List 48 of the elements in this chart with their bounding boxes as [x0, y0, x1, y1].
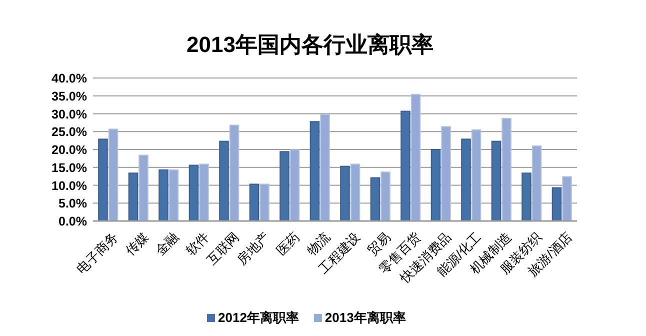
y-tick-label: 40.0% — [52, 72, 87, 86]
bar — [552, 187, 562, 222]
bar — [562, 176, 572, 222]
bar — [491, 140, 502, 222]
bar — [128, 172, 138, 222]
x-tick-label: 医药 — [274, 229, 303, 258]
bar — [310, 121, 320, 222]
y-tick-label: 0.0% — [58, 214, 87, 228]
bar — [522, 172, 532, 222]
x-tick-label: 电子商务 — [74, 229, 122, 277]
chart-title: 2013年国内各行业离职率 — [186, 32, 434, 57]
x-tick-label: 金融 — [152, 229, 182, 258]
bar — [219, 140, 229, 222]
bar — [461, 138, 471, 222]
bar — [441, 126, 451, 222]
bar — [410, 94, 421, 222]
bar — [98, 138, 108, 222]
bar — [290, 149, 300, 222]
bar — [108, 128, 118, 222]
x-tick-label: 传媒 — [122, 229, 152, 258]
y-tick-label: 10.0% — [52, 178, 87, 193]
bar — [340, 166, 350, 222]
bar — [430, 149, 441, 222]
bar — [370, 177, 380, 222]
bar — [229, 124, 240, 222]
y-tick-label: 20.0% — [52, 143, 87, 157]
y-tick-label: 35.0% — [52, 89, 87, 104]
bar — [188, 164, 199, 222]
y-tick-label: 15.0% — [52, 160, 87, 175]
y-tick-label: 25.0% — [52, 125, 87, 140]
bar — [400, 110, 410, 222]
y-tick-label: 30.0% — [52, 107, 87, 122]
bar — [502, 118, 512, 222]
bar — [260, 184, 270, 222]
bar — [138, 154, 148, 222]
y-tick-label: 5.0% — [58, 196, 87, 211]
bar — [380, 172, 390, 222]
legend-label: 2013年离职率 — [324, 310, 406, 325]
bar — [158, 169, 168, 222]
legend-label: 2012年离职率 — [218, 310, 299, 325]
bar — [532, 145, 542, 222]
bar — [168, 169, 179, 222]
bar — [350, 164, 360, 222]
bar — [320, 114, 330, 222]
bar — [280, 151, 290, 222]
bar — [471, 129, 482, 222]
bar — [199, 164, 209, 222]
bar — [249, 184, 260, 222]
